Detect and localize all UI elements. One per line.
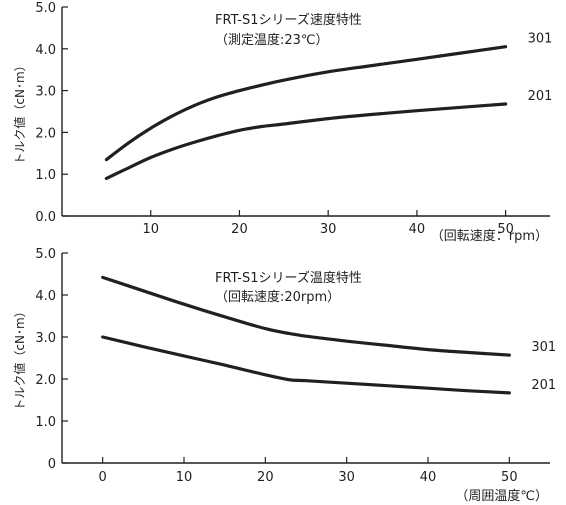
y-tick-label: 0 — [48, 457, 56, 472]
series-line-301 — [104, 45, 508, 162]
x-tick-label: 10 — [142, 222, 159, 237]
x-axis-label: （周囲温度℃） — [455, 488, 548, 504]
series-label-201: 201 — [531, 378, 556, 393]
y-tick-label: 5.0 — [35, 247, 56, 262]
y-tick-label: 5.0 — [35, 1, 56, 16]
chart-title: FRT-S1シリーズ温度特性 — [215, 270, 362, 286]
x-tick-label: 30 — [338, 470, 355, 485]
y-tick-label: 4.0 — [35, 43, 56, 58]
series-line-201 — [104, 102, 508, 180]
chart-panel-1: 0.0 1.0 2.0 3.0 4.0 5.0 10 20 30 40 50 FRT-S1シリーズ速度… — [12, 1, 552, 244]
y-axis-label: トルク値（cN･m） — [12, 59, 27, 164]
x-tick-label: 0 — [99, 470, 107, 485]
chart-title: FRT-S1シリーズ速度特性 — [215, 12, 362, 28]
y-tick-label: 3.0 — [35, 85, 56, 100]
x-tick-label: 20 — [231, 222, 248, 237]
series-line-201 — [101, 335, 511, 395]
x-tick-label: 20 — [257, 470, 274, 485]
series-label-301: 301 — [528, 32, 553, 47]
y-tick-label: 2.0 — [35, 126, 56, 141]
x-tick-label: 10 — [176, 470, 193, 485]
x-tick-label: 40 — [420, 470, 437, 485]
x-tick-label: 40 — [409, 222, 426, 237]
x-tick-label: 50 — [501, 470, 518, 485]
y-tick-label: 4.0 — [35, 289, 56, 304]
x-tick-label: 30 — [320, 222, 337, 237]
series-label-201: 201 — [528, 89, 553, 104]
x-axis-label: （回転速度：rpm） — [431, 228, 548, 244]
y-tick-label: 1.0 — [35, 415, 56, 430]
y-tick-label: 0.0 — [35, 210, 56, 225]
y-tick-label: 2.0 — [35, 373, 56, 388]
x-tick-label: 50 — [497, 222, 514, 237]
y-tick-label: 3.0 — [35, 331, 56, 346]
chart-subtitle: （回転速度:20rpm） — [215, 289, 340, 305]
series-label-301: 301 — [531, 340, 556, 355]
y-tick-label: 1.0 — [35, 168, 56, 183]
chart-panel-2: 0 1.0 2.0 3.0 4.0 5.0 0 10 20 30 40 50 FRT-S1シリーズ温度特… — [12, 247, 556, 504]
y-axis-label: トルク値（cN･m） — [12, 305, 27, 410]
chart-subtitle: （測定温度:23℃） — [215, 32, 329, 48]
series-line-301 — [101, 275, 511, 357]
